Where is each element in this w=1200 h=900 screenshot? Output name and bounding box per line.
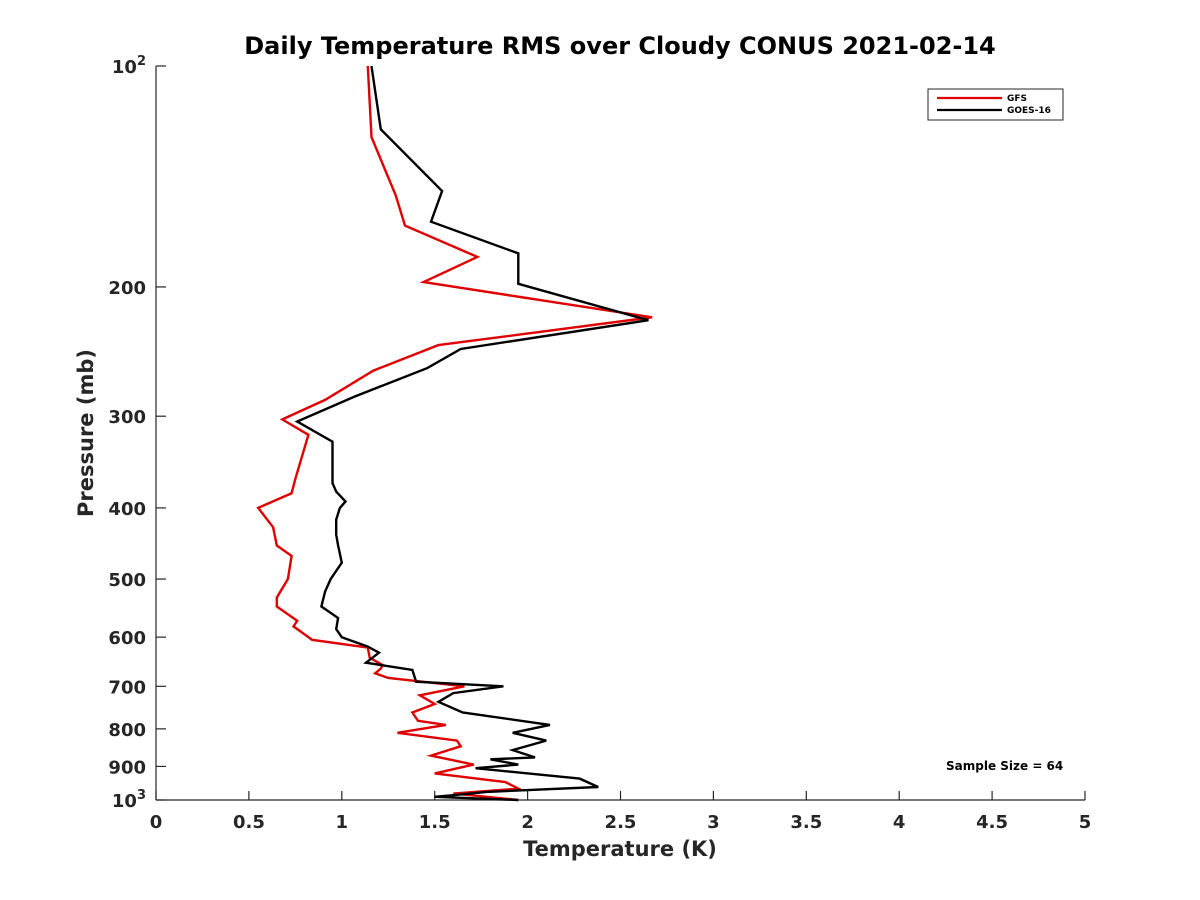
y-tick-label: 600: [108, 628, 146, 649]
x-ticks: 0 0.5 1 1.5 2 2.5 3 3.5 4 4.5 5: [150, 791, 1092, 833]
y-tick-label: 500: [108, 570, 146, 591]
legend-box: [927, 88, 1064, 121]
y-tick-label: 800: [108, 720, 146, 741]
x-tick-label: 0.5: [233, 812, 265, 833]
x-tick-label: 0: [150, 812, 163, 833]
sample-size-annotation: Sample Size = 64: [946, 759, 1063, 773]
x-tick-label: 5: [1079, 812, 1092, 833]
x-tick-label: 2: [521, 812, 534, 833]
series-group: [256, 65, 653, 802]
legend-label-goes-16: GOES-16: [1007, 106, 1051, 116]
y-axis-label: Pressure (mb): [74, 349, 98, 517]
x-tick-label: 2.5: [605, 812, 637, 833]
series-line-gfs: [256, 65, 653, 802]
y-tick-label: 200: [108, 278, 146, 299]
x-axis-label: Temperature (K): [523, 837, 717, 861]
legend: GFS GOES-16: [927, 88, 1064, 121]
y-tick-label: 700: [108, 677, 146, 698]
x-tick-label: 1.5: [419, 812, 451, 833]
chart-title: Daily Temperature RMS over Cloudy CONUS …: [244, 32, 996, 60]
legend-label-gfs: GFS: [1007, 94, 1027, 104]
y-tick-label: 400: [108, 499, 146, 520]
x-tick-label: 3: [707, 812, 720, 833]
y-tick-label: 900: [108, 757, 146, 778]
x-tick-label: 1: [336, 812, 349, 833]
x-tick-label: 3.5: [790, 812, 822, 833]
y-tick-label: 300: [108, 407, 146, 428]
series-line-goes-16: [294, 65, 649, 802]
x-tick-label: 4: [893, 812, 906, 833]
x-tick-label: 4.5: [976, 812, 1008, 833]
